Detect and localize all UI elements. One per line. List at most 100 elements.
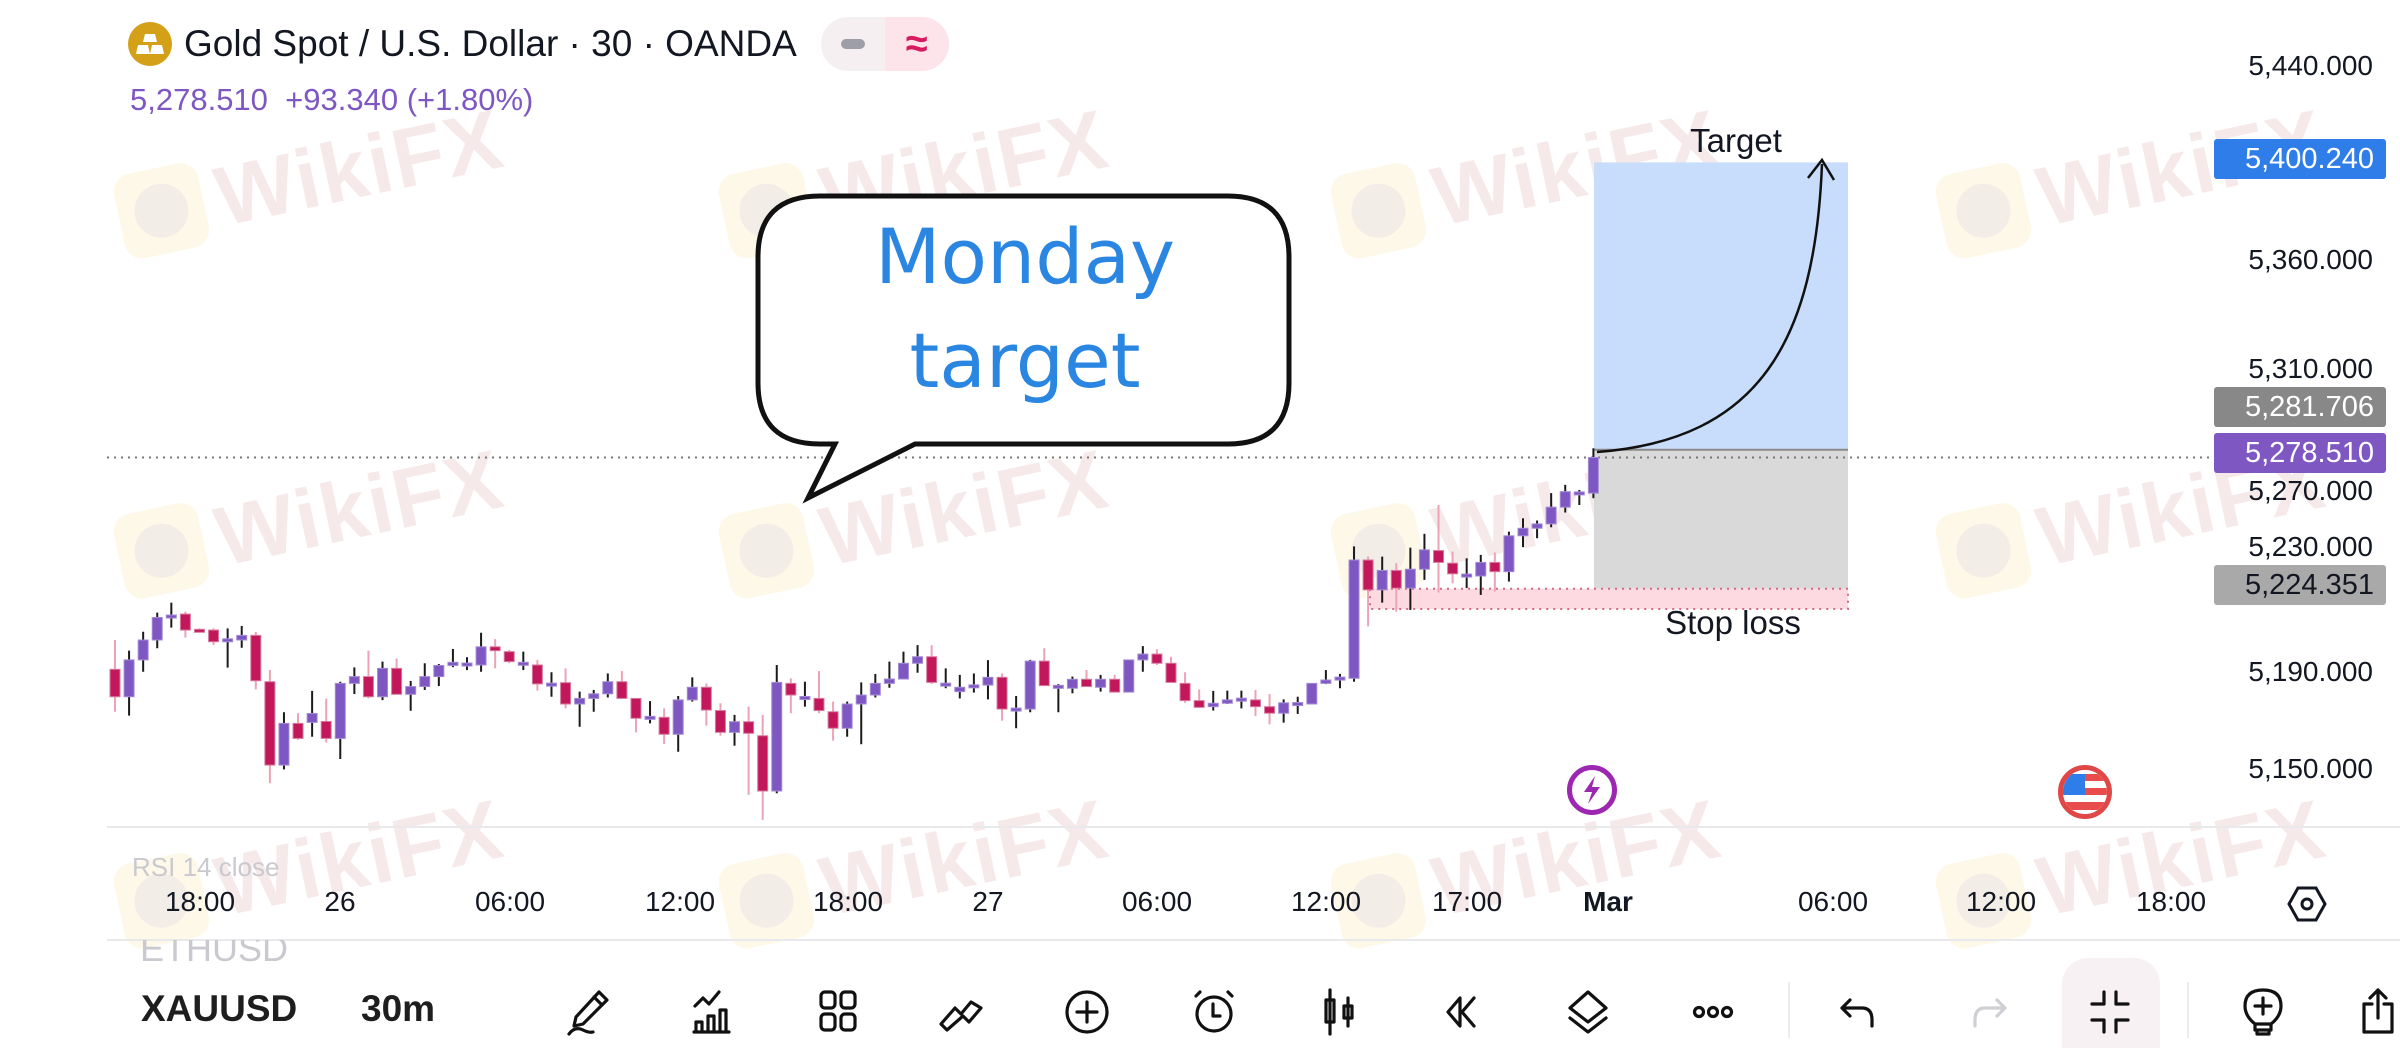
- time-tick: 06:00: [1121, 886, 1193, 917]
- symbol-button[interactable]: XAUUSD: [141, 988, 298, 1029]
- time-tick: 18:00: [164, 886, 236, 917]
- candle: [926, 645, 938, 685]
- risk-zone[interactable]: [1594, 449, 1848, 589]
- target-arrow-curve[interactable]: [1596, 163, 1824, 454]
- arrow-head-icon: [1807, 157, 1836, 181]
- candle: [165, 602, 177, 628]
- candle: [1221, 690, 1233, 704]
- target-label: Target: [1690, 122, 1782, 159]
- candle-body: [926, 656, 938, 683]
- approx-icon[interactable]: ≈: [884, 17, 949, 71]
- share-icon: [2362, 988, 2394, 1034]
- candle: [1123, 659, 1135, 693]
- candle: [714, 703, 726, 736]
- price-tick: 5,270.000: [2248, 475, 2373, 506]
- rsi-indicator-label: RSI 14 close: [132, 852, 280, 882]
- candle-body: [475, 646, 487, 666]
- candle: [1095, 674, 1107, 692]
- candle-body: [813, 697, 825, 712]
- symbol-title[interactable]: Gold Spot / U.S. Dollar · 30 · OANDA: [184, 23, 797, 64]
- candle-body: [1249, 699, 1261, 708]
- candle-body: [1038, 660, 1050, 687]
- candle-body: [912, 656, 924, 664]
- patterns-button[interactable]: [933, 984, 989, 1040]
- candle-body: [1418, 549, 1430, 570]
- redo-button[interactable]: [1959, 984, 2015, 1040]
- price-chart[interactable]: [0, 0, 2400, 830]
- add-circle-button[interactable]: [1059, 984, 1115, 1040]
- candle: [1376, 556, 1388, 603]
- candle-body: [1235, 697, 1247, 702]
- candle-body: [1447, 562, 1459, 575]
- candle: [560, 668, 572, 709]
- candle: [433, 664, 445, 687]
- entry-price-label: 5,281.706: [2214, 387, 2386, 427]
- gold-bars-icon: [128, 22, 172, 66]
- current-price-label: 5,278.510: [2214, 433, 2386, 473]
- candle-body: [362, 676, 374, 698]
- candle-body: [771, 681, 783, 792]
- candle-body: [1066, 678, 1078, 689]
- candle-body: [1461, 573, 1473, 578]
- candle-body: [236, 634, 248, 641]
- undo-button[interactable]: [1832, 984, 1888, 1040]
- alarm-button[interactable]: [1186, 984, 1242, 1040]
- candle-body: [377, 667, 389, 698]
- indicators-button[interactable]: [687, 984, 743, 1040]
- candle: [574, 691, 586, 727]
- candle: [799, 681, 811, 707]
- candle-body: [292, 722, 304, 739]
- candle: [827, 701, 839, 741]
- candle-body: [1207, 702, 1219, 708]
- candle: [447, 648, 459, 668]
- us-flag-event-icon[interactable]: [2058, 765, 2112, 819]
- candle-body: [644, 715, 656, 720]
- candle: [1052, 684, 1064, 713]
- replay-button[interactable]: [1434, 984, 1490, 1040]
- pencil-draw-button[interactable]: [561, 984, 617, 1040]
- candle-body: [306, 712, 318, 723]
- target-zone[interactable]: [1594, 162, 1848, 450]
- candle-body: [1404, 568, 1416, 589]
- stop-loss-zone[interactable]: [1369, 587, 1849, 610]
- candle: [503, 649, 515, 664]
- candles-type-icon: [1324, 988, 1354, 1036]
- templates-grid-button[interactable]: [811, 984, 867, 1040]
- candles-type-button[interactable]: [1312, 984, 1368, 1040]
- candle: [1235, 690, 1247, 709]
- pane-divider[interactable]: [107, 826, 2400, 828]
- candle: [1165, 656, 1177, 683]
- candle: [1475, 554, 1487, 595]
- candle: [531, 659, 543, 691]
- candle-body: [940, 682, 952, 687]
- candle-body: [461, 662, 473, 667]
- share-button[interactable]: [2350, 984, 2400, 1040]
- minus-icon[interactable]: [820, 17, 885, 71]
- candle-body: [208, 629, 220, 643]
- more-button[interactable]: [1685, 984, 1741, 1040]
- time-tick: 27: [972, 886, 1004, 917]
- templates-grid-icon: [819, 990, 857, 1032]
- more-icon: [1692, 1005, 1734, 1019]
- candle-body: [1531, 523, 1543, 529]
- candle-body: [517, 661, 529, 666]
- market-status-pill[interactable]: ≈: [820, 17, 949, 71]
- layers-button[interactable]: [1560, 984, 1616, 1040]
- axis-settings-icon[interactable]: [2287, 884, 2327, 929]
- time-tick: 17:00: [1431, 886, 1503, 917]
- candle: [292, 713, 304, 740]
- lightning-event-icon[interactable]: [1567, 765, 1617, 815]
- exit-fullscreen-button[interactable]: [2082, 984, 2138, 1040]
- idea-bulb-button[interactable]: [2235, 984, 2291, 1040]
- candle: [264, 670, 276, 784]
- candle: [1179, 672, 1191, 703]
- candle: [1531, 520, 1543, 539]
- candle-body: [1573, 491, 1585, 496]
- candle-body: [714, 710, 726, 733]
- timeframe-button[interactable]: 30m: [361, 988, 436, 1029]
- candle: [1447, 551, 1459, 584]
- candle: [179, 611, 191, 638]
- candle-body: [672, 699, 684, 735]
- candle-body: [1179, 682, 1191, 702]
- price-tick: 5,190.000: [2248, 656, 2373, 687]
